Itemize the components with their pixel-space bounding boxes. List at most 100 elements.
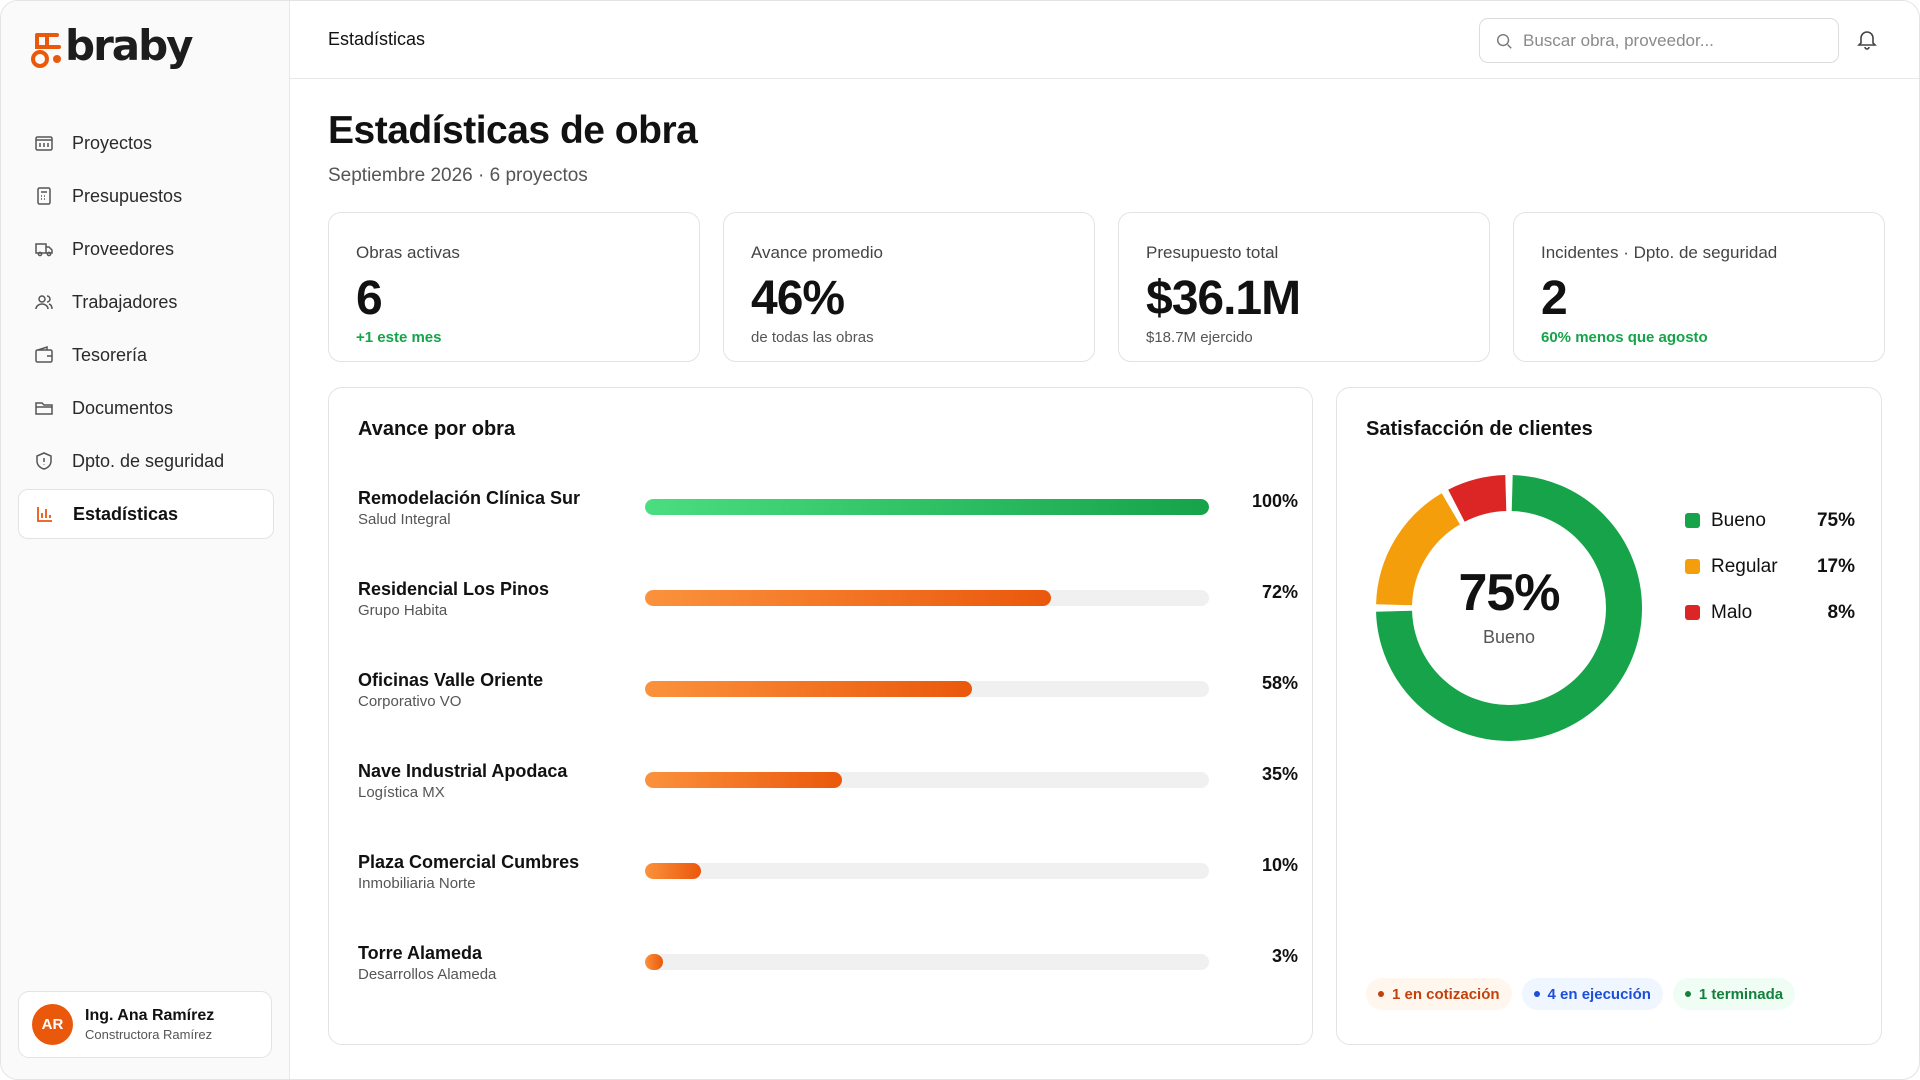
donut-center-label: Bueno: [1482, 626, 1536, 647]
chip-label: 1 terminada: [1698, 985, 1784, 1003]
progress-row[interactable]: Oficinas Valle Oriente Corporativo VO 58%: [358, 670, 1298, 720]
dot-icon: [1533, 991, 1540, 997]
kpi-card-avance-promedio: Avance promedio 46% de todas las obras: [723, 212, 1095, 362]
search-input[interactable]: [1523, 30, 1823, 51]
project-client: Desarrollos Alameda: [358, 966, 497, 983]
kpi-foot: $18.7M ejercido: [1146, 329, 1253, 346]
project-client: Logística MX: [358, 784, 445, 801]
progress-track: [645, 954, 1209, 970]
tractor-logo-icon: [31, 33, 61, 68]
avatar: AR: [32, 1004, 73, 1045]
folder-icon: [34, 398, 54, 418]
progress-fill: [645, 681, 973, 697]
kpi-foot: +1 este mes: [356, 329, 442, 346]
chip-label: 1 en cotización: [1392, 985, 1500, 1003]
progress-track: [645, 590, 1209, 606]
progress-row[interactable]: Torre Alameda Desarrollos Alameda 3%: [358, 943, 1298, 993]
legend-label: Malo: [1711, 602, 1753, 623]
status-chip[interactable]: 4 en ejecución: [1521, 978, 1663, 1010]
sidebar-item-seguridad[interactable]: Dpto. de seguridad: [18, 436, 274, 486]
project-name: Remodelación Clínica Sur: [358, 488, 581, 508]
satisfaction-card: Satisfacción de clientes 75% Bueno Bueno…: [1336, 387, 1882, 1045]
donut-slice-malo[interactable]: [1448, 475, 1507, 523]
project-name: Plaza Comercial Cumbres: [358, 852, 580, 872]
legend-swatch: [1685, 605, 1700, 620]
kpi-label: Avance promedio: [751, 243, 883, 262]
sidebar-item-label: Proveedores: [72, 238, 175, 259]
sidebar-item-presupuestos[interactable]: Presupuestos: [18, 171, 274, 221]
progress-card: Avance por obra Remodelación Clínica Sur…: [328, 387, 1313, 1045]
sidebar-item-label: Proyectos: [72, 132, 153, 153]
page-subtitle: Septiembre 2026 · 6 proyectos: [328, 165, 588, 186]
sidebar-item-trabajadores[interactable]: Trabajadores: [18, 277, 274, 327]
donut-slice-bueno[interactable]: [1376, 475, 1642, 741]
sidebar: braby Proyectos Presupuestos Proveedores: [1, 1, 290, 1079]
progress-track: [645, 863, 1209, 879]
topbar: Estadísticas: [290, 1, 1919, 79]
bell-icon[interactable]: [1855, 27, 1879, 51]
kpi-card-obras-activas: Obras activas 6 +1 este mes: [328, 212, 700, 362]
progress-row[interactable]: Remodelación Clínica Sur Salud Integral 10…: [358, 488, 1298, 538]
kpi-card-presupuesto-total: Presupuesto total $36.1M $18.7M ejercido: [1118, 212, 1490, 362]
legend-value: 75%: [1816, 510, 1855, 531]
sidebar-item-proyectos[interactable]: Proyectos: [18, 118, 274, 168]
search-box[interactable]: [1479, 18, 1839, 63]
status-chip[interactable]: 1 terminada: [1672, 978, 1796, 1010]
status-chip[interactable]: 1 en cotización: [1366, 978, 1512, 1010]
progress-track: [645, 499, 1209, 515]
kpi-label: Obras activas: [356, 243, 460, 262]
user-card[interactable]: AR Ing. Ana Ramírez Constructora Ramírez: [18, 991, 272, 1058]
kpi-card-incidentes: Incidentes · Dpto. de seguridad 2 60% me…: [1513, 212, 1885, 362]
legend-swatch: [1685, 559, 1700, 574]
progress-fill: [645, 590, 1052, 606]
sidebar-item-label: Tesorería: [72, 344, 148, 365]
progress-fill: [645, 772, 843, 788]
brand-logo[interactable]: braby: [31, 21, 194, 75]
legend-item: Bueno 75%: [1685, 510, 1855, 556]
project-name: Residencial Los Pinos: [358, 579, 550, 599]
users-icon: [34, 292, 54, 312]
project-client: Salud Integral: [358, 511, 451, 528]
sidebar-item-label: Trabajadores: [72, 291, 178, 312]
kpi-value: $36.1M: [1146, 272, 1301, 325]
donut-center-value: 75%: [1458, 563, 1560, 622]
sidebar-item-estadisticas[interactable]: Estadísticas: [18, 489, 274, 539]
progress-fill: [645, 499, 1209, 515]
legend-label: Bueno: [1711, 510, 1766, 531]
progress-fill: [645, 954, 664, 970]
dot-icon: [1378, 991, 1384, 997]
progress-percent: 35%: [1261, 764, 1298, 784]
progress-percent: 72%: [1261, 582, 1298, 602]
user-company: Constructora Ramírez: [85, 1027, 213, 1042]
progress-percent: 10%: [1261, 855, 1298, 875]
legend-swatch: [1685, 513, 1700, 528]
project-client: Inmobiliaria Norte: [358, 875, 476, 892]
bar-chart-icon: [35, 504, 55, 524]
chart-legend: Bueno 75% Regular 17% Malo 8%: [1685, 510, 1855, 648]
donut-chart: [1376, 475, 1642, 741]
sidebar-item-tesoreria[interactable]: Tesorería: [18, 330, 274, 380]
legend-item: Malo 8%: [1685, 602, 1855, 648]
kpi-label: Presupuesto total: [1146, 243, 1279, 262]
progress-row[interactable]: Plaza Comercial Cumbres Inmobiliaria Nort…: [358, 852, 1298, 902]
progress-row[interactable]: Residencial Los Pinos Grupo Habita 72%: [358, 579, 1298, 629]
sidebar-item-proveedores[interactable]: Proveedores: [18, 224, 274, 274]
project-client: Grupo Habita: [358, 602, 448, 619]
sidebar-item-documentos[interactable]: Documentos: [18, 383, 274, 433]
legend-item: Regular 17%: [1685, 556, 1855, 602]
project-client: Corporativo VO: [358, 693, 462, 710]
truck-icon: [34, 239, 54, 259]
dot-icon: [1684, 991, 1691, 997]
sidebar-item-label: Presupuestos: [72, 185, 183, 206]
progress-percent: 100%: [1251, 491, 1298, 511]
search-icon: [1496, 33, 1512, 49]
progress-track: [645, 772, 1209, 788]
progress-track: [645, 681, 1209, 697]
shield-icon: [34, 451, 54, 471]
kpi-value: 46%: [751, 272, 845, 325]
progress-row[interactable]: Nave Industrial Apodaca Logística MX 35%: [358, 761, 1298, 811]
main-content: Estadísticas de obra Septiembre 2026 · 6…: [290, 79, 1919, 1079]
wallet-icon: [34, 345, 54, 365]
kpi-value: 6: [356, 272, 383, 325]
donut-slice-regular[interactable]: [1376, 493, 1461, 606]
